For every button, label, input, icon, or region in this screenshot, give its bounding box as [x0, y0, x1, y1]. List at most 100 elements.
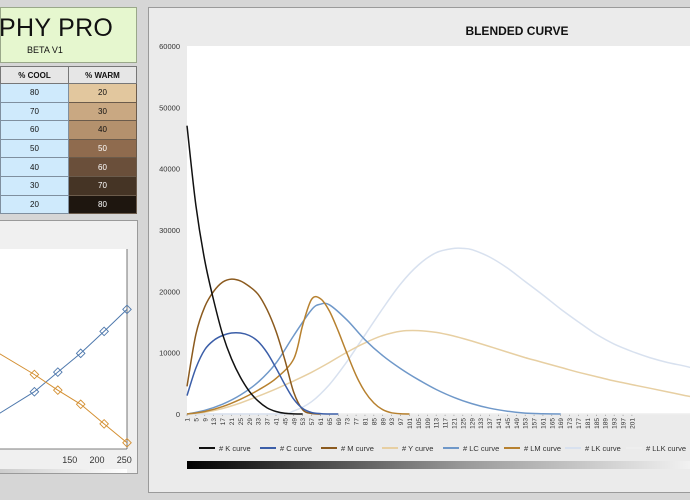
plot-area: [0, 249, 127, 449]
x-tick-label: 141: [496, 418, 503, 429]
y-tick-label: 50000: [159, 103, 180, 112]
y-tick-label: 40000: [159, 165, 180, 174]
series-line: [186, 302, 561, 415]
x-tick-label: 113: [434, 418, 441, 429]
cool-percent-cell[interactable]: 70: [0, 101, 69, 122]
x-tick-label: 177: [576, 418, 583, 429]
mix-table-row: 20 80: [0, 194, 137, 215]
x-tick-label: 21: [229, 418, 236, 426]
x-tick-label: 45: [282, 418, 289, 426]
y-tick-label: 30000: [159, 226, 180, 235]
warm-mix-line: [0, 353, 128, 444]
x-tick-label: 69: [336, 418, 343, 426]
cool-percent-cell[interactable]: 60: [0, 120, 69, 140]
series-point: [29, 386, 40, 397]
x-tick-label: 5: [193, 418, 200, 422]
x-tick-label: 13: [211, 418, 218, 426]
series-point: [52, 385, 63, 396]
y-tick-label: 10000: [159, 349, 180, 358]
mix-table: % COOL % WARM 80 20 70 30 60 40 50 50 40 60 30 70 20…: [0, 66, 137, 215]
legend-label: # LM curve: [524, 444, 561, 453]
warm-percent-cell[interactable]: 40: [68, 120, 137, 140]
x-tick-label: 41: [273, 418, 280, 426]
warm-percent-cell[interactable]: 30: [68, 101, 137, 122]
x-tick-label: 150: [62, 455, 77, 465]
cool-percent-cell[interactable]: 40: [0, 157, 69, 177]
y-tick-label: 60000: [159, 42, 180, 51]
x-tick-label: 169: [558, 418, 565, 429]
x-tick-label: 145: [505, 418, 512, 429]
x-tick-label: 29: [247, 418, 254, 426]
x-tick-label: 17: [220, 418, 227, 426]
warm-percent-cell[interactable]: 60: [68, 157, 137, 177]
x-tick-label: 49: [291, 418, 298, 426]
series-line: [186, 125, 303, 415]
cool-percent-cell[interactable]: 80: [0, 83, 69, 103]
x-tick-label: 193: [612, 418, 619, 429]
x-tick-label: 201: [629, 418, 636, 429]
legend-label: # M curve: [341, 444, 374, 453]
x-tick-label: 189: [603, 418, 610, 429]
series-line: [186, 295, 410, 415]
series-point: [122, 437, 132, 448]
cool-percent-cell[interactable]: 50: [0, 138, 69, 159]
x-tick-label: 185: [594, 418, 601, 429]
series-point: [52, 367, 63, 378]
x-tick-label: 53: [300, 418, 307, 426]
legend-label: # LLK curve: [646, 444, 686, 453]
mix-line-chart-svg: 150 200 250: [0, 249, 132, 473]
cool-mix-line: [0, 309, 128, 414]
x-tick-label: 57: [309, 418, 316, 426]
series-line: [187, 247, 690, 415]
warm-percent-cell[interactable]: 20: [68, 83, 137, 103]
x-tick-label: 133: [478, 418, 485, 429]
legend-label: # K curve: [219, 444, 251, 453]
x-tick-label: 1: [185, 418, 192, 422]
legend-label: # C curve: [280, 444, 312, 453]
legend-label: # LC curve: [463, 444, 499, 453]
series-point: [29, 369, 40, 380]
series-line: [186, 278, 321, 415]
warm-percent-cell[interactable]: 70: [68, 175, 137, 196]
cool-percent-cell[interactable]: 30: [0, 175, 69, 196]
x-tick-label: 33: [256, 418, 263, 426]
x-tick-label: 65: [327, 418, 334, 426]
x-tick-label: 129: [469, 418, 476, 429]
mix-table-row: 50 50: [0, 138, 137, 159]
chart-title: BLENDED CURVE: [465, 24, 568, 38]
app-title: PHY PRO: [0, 14, 114, 42]
blended-curve-chart: BLENDED CURVE 0 10000 20000 30000 40000 50000 6…: [148, 7, 690, 493]
x-tick-label: 173: [567, 418, 574, 429]
x-tick-label: 200: [90, 455, 105, 465]
mix-line-chart: 150 200 250: [0, 220, 138, 474]
x-tick-label: 25: [238, 418, 245, 426]
series-point: [122, 304, 132, 315]
x-tick-label: 165: [549, 418, 556, 429]
legend-label: # Y curve: [402, 444, 433, 453]
app-subtitle: BETA V1: [27, 45, 63, 55]
y-tick-label: 0: [176, 410, 180, 419]
warm-percent-cell[interactable]: 50: [68, 138, 137, 159]
x-tick-label: 197: [621, 418, 628, 429]
mix-table-header: % COOL % WARM: [0, 66, 137, 84]
x-tick-label: 137: [487, 418, 494, 429]
warm-percent-cell[interactable]: 80: [68, 194, 137, 215]
series-line: [186, 329, 690, 415]
mix-table-row: 30 70: [0, 175, 137, 196]
x-tick-label: 181: [585, 418, 592, 429]
x-tick-label: 77: [354, 418, 361, 426]
x-tick-label: 250: [117, 455, 132, 465]
x-tick-label: 73: [345, 418, 352, 426]
cool-percent-cell[interactable]: 20: [0, 194, 69, 215]
series-point: [75, 399, 86, 410]
tone-gradient-bar: [187, 461, 690, 469]
plot-area: [187, 46, 690, 414]
x-tick-label: 121: [451, 418, 458, 429]
x-tick-label: 161: [540, 418, 547, 429]
x-tick-label: 153: [523, 418, 530, 429]
x-tick-label: 85: [371, 418, 378, 426]
y-tick-label: 20000: [159, 287, 180, 296]
x-tick-label: 109: [425, 418, 432, 429]
x-tick-label: 149: [514, 418, 521, 429]
cool-column-header: % COOL: [0, 66, 69, 84]
